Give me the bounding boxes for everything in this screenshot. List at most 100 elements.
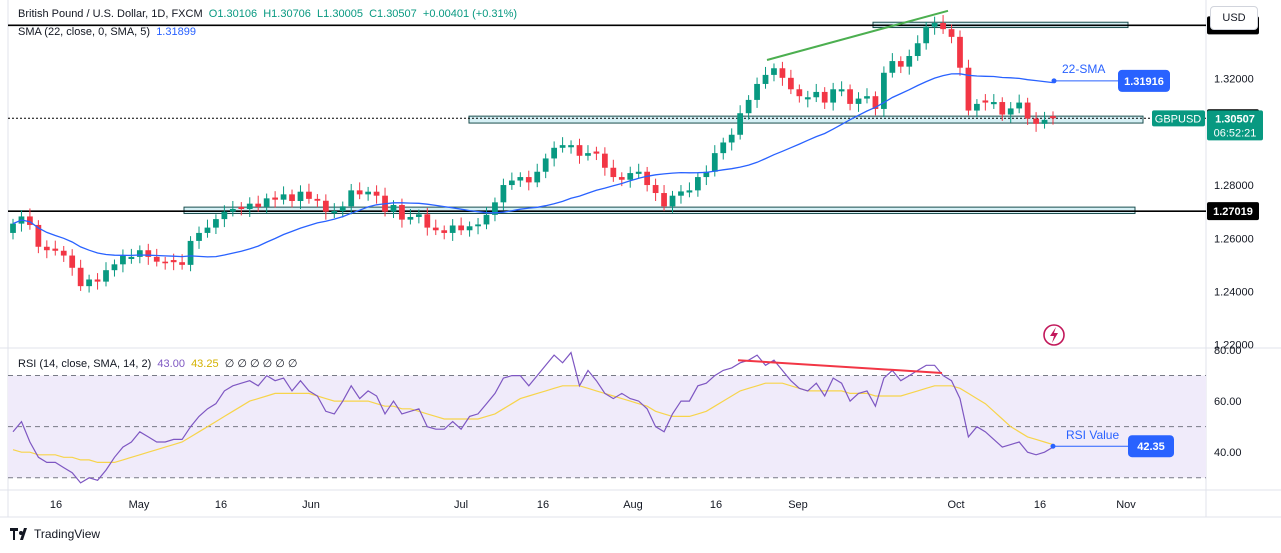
candle-down	[35, 224, 42, 247]
candle-up	[771, 68, 777, 75]
candle-down	[644, 171, 651, 186]
candle-up	[1041, 119, 1048, 124]
candle-down	[525, 177, 532, 183]
candle-up	[492, 202, 498, 215]
time-axis-tick: 16	[537, 499, 549, 511]
time-axis-tick: Jul	[454, 499, 468, 511]
tradingview-logo-icon	[10, 528, 27, 540]
candle-up	[111, 264, 118, 271]
rsi-callout-dot	[1050, 443, 1056, 449]
candle-up	[855, 98, 862, 104]
candle-up	[551, 147, 558, 159]
candle-down	[356, 190, 363, 195]
last-price-label	[1207, 110, 1263, 141]
time-axis-tick: 16	[710, 499, 722, 511]
sma-label: SMA (22, close, 0, SMA, 5)	[18, 26, 151, 38]
sma-legend: SMA (22, close, 0, SMA, 5) 1.31899	[18, 26, 196, 38]
candle-up	[534, 171, 541, 183]
candle-down	[576, 145, 583, 156]
candle-up	[221, 211, 228, 220]
time-axis-tick: Aug	[623, 499, 643, 511]
candle-down	[94, 279, 101, 282]
candle-up	[559, 145, 566, 148]
high-value: 1.30706	[271, 8, 311, 20]
candle-up	[348, 190, 355, 207]
last-price-text: 1.30507	[1215, 113, 1255, 125]
candle-up	[914, 43, 921, 57]
rsi-callout-box	[1128, 435, 1174, 458]
time-axis-tick: Oct	[947, 499, 964, 511]
tradingview-brand[interactable]: TradingView	[10, 527, 100, 541]
candle-down	[27, 216, 33, 225]
candle-up	[720, 142, 727, 154]
candle-up	[500, 185, 507, 203]
candle-up	[407, 216, 414, 220]
rsi-empty-values: ∅ ∅ ∅ ∅ ∅ ∅	[224, 358, 298, 370]
candle-up	[229, 208, 236, 212]
time-axis-tick: Sep	[788, 499, 808, 511]
rsi-axis-tick: 40.00	[1214, 447, 1242, 459]
price-axis-tick: 1.28000	[1214, 180, 1254, 192]
candle-up	[889, 61, 896, 73]
candle-down	[373, 191, 380, 196]
currency-button[interactable]: USD	[1210, 6, 1258, 30]
candle-up	[542, 158, 549, 172]
candle-down	[52, 248, 59, 251]
candle-up	[635, 171, 642, 174]
candle-up	[204, 227, 211, 233]
candle-up	[931, 23, 938, 27]
candle-down	[1024, 102, 1031, 119]
candle-up	[483, 214, 490, 225]
candle-up	[187, 240, 194, 265]
candle-down	[1050, 116, 1056, 119]
symbol-tag	[1152, 110, 1205, 127]
candle-down	[432, 227, 439, 231]
candle-down	[661, 193, 667, 207]
sma-callout-dot	[1051, 78, 1057, 84]
candle-up	[103, 270, 109, 282]
rsi-axis-tick: 60.00	[1214, 396, 1242, 408]
lightning-icon-bolt	[1050, 327, 1058, 343]
candle-down	[162, 261, 169, 264]
candle-down	[1033, 118, 1039, 124]
candle-down	[821, 91, 828, 103]
candle-up	[263, 198, 270, 207]
sma-line	[12, 73, 1054, 258]
candle-up	[365, 191, 371, 195]
candle-up	[128, 256, 135, 260]
rsi-ma-value: 43.25	[191, 358, 219, 370]
candle-down	[872, 96, 879, 109]
candle-down	[60, 250, 67, 256]
candle-up	[331, 211, 338, 214]
rsi-line	[12, 351, 1054, 484]
candle-up	[695, 177, 701, 191]
candle-down	[255, 203, 262, 207]
price-axis-tick: 1.24000	[1214, 286, 1254, 298]
rsi-ma-line	[12, 382, 1054, 463]
time-axis-tick: 16	[1034, 499, 1046, 511]
candle-up	[737, 113, 744, 135]
candle-up	[754, 83, 760, 100]
close-value: 1.30507	[377, 8, 417, 20]
candle-up	[762, 74, 769, 84]
rsi-label: RSI (14, close, SMA, 14, 2)	[18, 358, 152, 370]
candle-down	[593, 151, 600, 154]
candle-up	[120, 255, 126, 265]
sma-callout-value: 1.31916	[1124, 76, 1164, 88]
change-value: +0.00401 (+0.31%)	[422, 8, 518, 20]
rsi-axis-tick: 80.00	[1214, 345, 1242, 357]
candle-up	[390, 204, 397, 212]
candle-down	[948, 29, 955, 37]
candle-down	[179, 262, 185, 265]
candle-up	[1016, 102, 1023, 109]
candle-down	[424, 214, 431, 228]
candle-up	[711, 153, 718, 172]
candle-down	[314, 198, 321, 201]
candle-down	[796, 89, 803, 97]
candle-down	[458, 225, 465, 231]
rsi-legend: RSI (14, close, SMA, 14, 2) 43.00 43.25 …	[18, 357, 298, 370]
candle-up	[449, 225, 456, 233]
sma-callout-box	[1118, 69, 1170, 92]
